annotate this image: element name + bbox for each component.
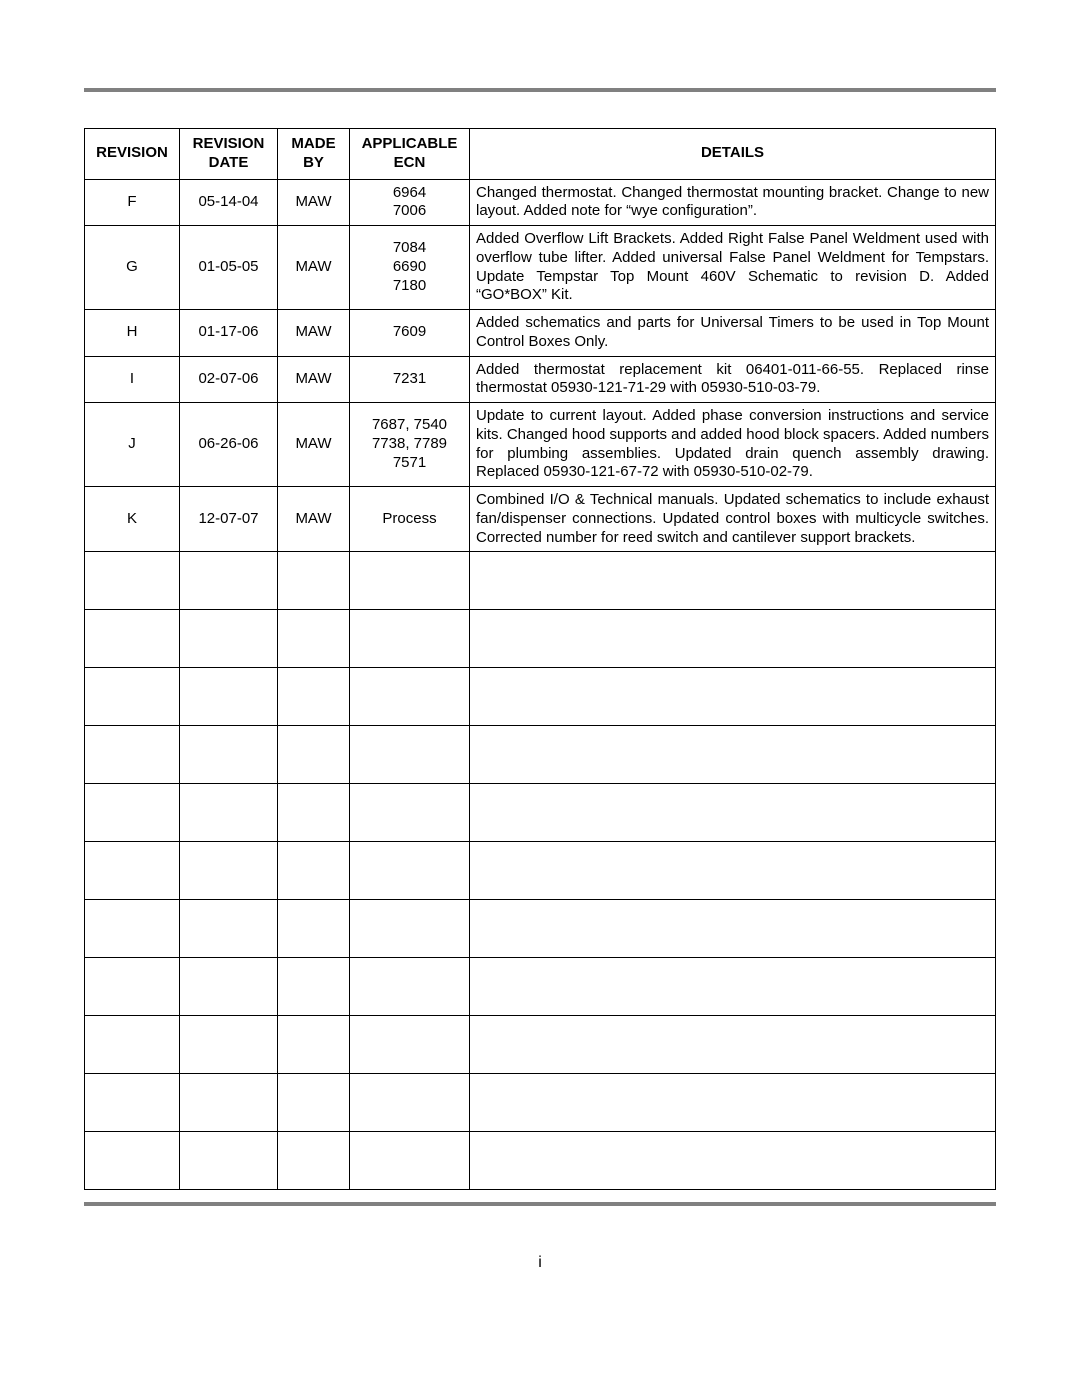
- table-row: K 12-07-07 MAW Process Combined I/O & Te…: [85, 487, 996, 552]
- cell-date: 01-17-06: [180, 310, 278, 357]
- table-row: G 01-05-05 MAW 7084 6690 7180 Added Over…: [85, 226, 996, 310]
- table-row: H 01-17-06 MAW 7609 Added schematics and…: [85, 310, 996, 357]
- empty-row: [85, 1016, 996, 1074]
- table-row: J 06-26-06 MAW 7687, 7540 7738, 7789 757…: [85, 403, 996, 487]
- empty-row: [85, 1132, 996, 1190]
- cell-revision: G: [85, 226, 180, 310]
- cell-date: 12-07-07: [180, 487, 278, 552]
- cell-made-by: MAW: [278, 310, 350, 357]
- empty-row: [85, 842, 996, 900]
- revision-table: REVISION REVISION DATE MADE BY APPLICABL…: [84, 128, 996, 1190]
- col-header-made-by: MADE BY: [278, 129, 350, 180]
- cell-ecn: 7084 6690 7180: [350, 226, 470, 310]
- empty-row: [85, 668, 996, 726]
- cell-revision: K: [85, 487, 180, 552]
- empty-row: [85, 900, 996, 958]
- col-header-ecn: APPLICABLE ECN: [350, 129, 470, 180]
- cell-revision: I: [85, 356, 180, 403]
- cell-made-by: MAW: [278, 226, 350, 310]
- empty-row: [85, 1074, 996, 1132]
- cell-details: Added Overflow Lift Brackets. Added Righ…: [470, 226, 996, 310]
- cell-details: Added schematics and parts for Universal…: [470, 310, 996, 357]
- cell-date: 05-14-04: [180, 179, 278, 226]
- empty-row: [85, 784, 996, 842]
- empty-row: [85, 958, 996, 1016]
- cell-details: Update to current layout. Added phase co…: [470, 403, 996, 487]
- cell-revision: H: [85, 310, 180, 357]
- col-header-date: REVISION DATE: [180, 129, 278, 180]
- cell-date: 06-26-06: [180, 403, 278, 487]
- empty-row: [85, 726, 996, 784]
- cell-date: 01-05-05: [180, 226, 278, 310]
- col-header-revision: REVISION: [85, 129, 180, 180]
- empty-row: [85, 552, 996, 610]
- cell-date: 02-07-06: [180, 356, 278, 403]
- table-body: F 05-14-04 MAW 6964 7006 Changed thermos…: [85, 179, 996, 1190]
- cell-revision: J: [85, 403, 180, 487]
- cell-ecn: 7687, 7540 7738, 7789 7571: [350, 403, 470, 487]
- cell-ecn: 6964 7006: [350, 179, 470, 226]
- cell-made-by: MAW: [278, 356, 350, 403]
- table-row: I 02-07-06 MAW 7231 Added thermostat rep…: [85, 356, 996, 403]
- document-page: REVISION REVISION DATE MADE BY APPLICABL…: [0, 0, 1080, 1312]
- table-header: REVISION REVISION DATE MADE BY APPLICABL…: [85, 129, 996, 180]
- cell-details: Combined I/O & Technical manuals. Update…: [470, 487, 996, 552]
- bottom-rule: [84, 1202, 996, 1206]
- cell-ecn: 7231: [350, 356, 470, 403]
- cell-made-by: MAW: [278, 179, 350, 226]
- top-rule: [84, 88, 996, 92]
- cell-details: Changed thermostat. Changed thermostat m…: [470, 179, 996, 226]
- empty-row: [85, 610, 996, 668]
- cell-made-by: MAW: [278, 487, 350, 552]
- cell-details: Added thermostat replacement kit 06401-0…: [470, 356, 996, 403]
- cell-made-by: MAW: [278, 403, 350, 487]
- col-header-details: DETAILS: [470, 129, 996, 180]
- cell-revision: F: [85, 179, 180, 226]
- cell-ecn: 7609: [350, 310, 470, 357]
- page-number: i: [84, 1254, 996, 1272]
- table-row: F 05-14-04 MAW 6964 7006 Changed thermos…: [85, 179, 996, 226]
- cell-ecn: Process: [350, 487, 470, 552]
